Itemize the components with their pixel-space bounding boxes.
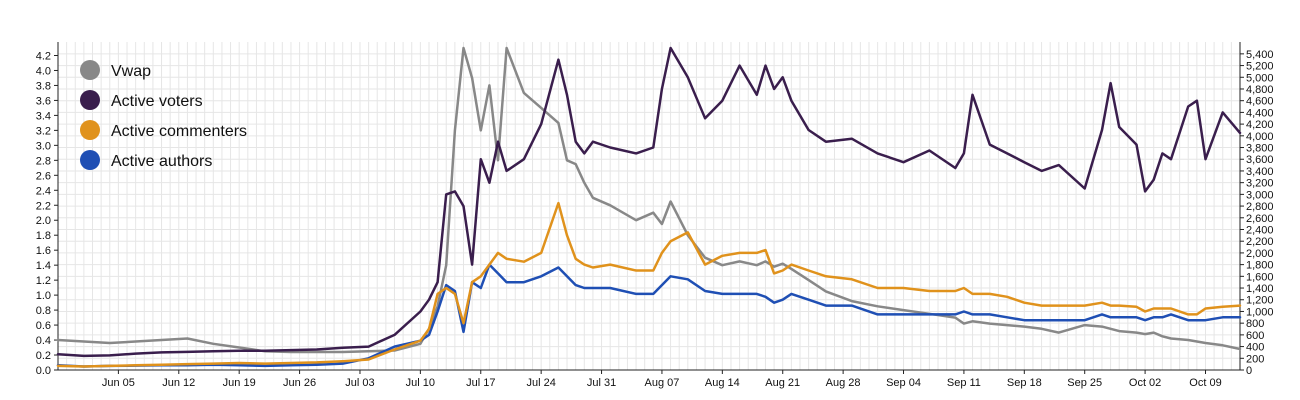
x-tick-label: Sep 04 [886,377,921,389]
legend-swatch [80,60,100,80]
left-tick-label: 4.2 [36,50,51,62]
right-tick-label: 3,600 [1246,154,1274,166]
right-tick-label: 5,400 [1246,49,1274,61]
right-tick-label: 4,200 [1246,119,1274,131]
x-tick-label: Jul 24 [526,377,555,389]
x-tick-label: Jul 17 [466,377,495,389]
left-tick-label: 2.6 [36,170,51,182]
left-tick-label: 3.6 [36,95,51,107]
left-tick-label: 3.8 [36,80,51,92]
legend-item-active-authors: Active authors [80,150,212,170]
right-tick-label: 3,200 [1246,178,1274,190]
left-tick-label: 1.0 [36,290,51,302]
series-line-active-authors [56,263,1242,368]
x-tick-label: Jun 19 [223,377,256,389]
left-tick-label: 0.0 [36,365,51,377]
right-tick-label: 4,000 [1246,131,1274,143]
x-tick-label: Oct 09 [1189,377,1221,389]
right-tick-label: 1,800 [1246,260,1274,272]
series-line-vwap [56,46,1242,354]
right-tick-label: 2,200 [1246,236,1274,248]
right-tick-label: 3,400 [1246,166,1274,178]
right-tick-label: 800 [1246,318,1264,330]
right-tick-label: 400 [1246,342,1264,354]
legend-item-active-commenters: Active commenters [80,120,247,140]
right-tick-label: 4,400 [1246,107,1274,119]
left-tick-label: 0.2 [36,350,51,362]
x-tick-label: Sep 11 [947,377,981,389]
x-tick-label: Sep 25 [1067,377,1102,389]
left-tick-label: 0.8 [36,305,51,317]
legend-label: Vwap [111,63,151,80]
left-tick-label: 3.0 [36,140,51,152]
left-tick-label: 0.4 [36,335,51,347]
x-tick-label: Jul 03 [345,377,374,389]
left-axis-ticks: 0.0 0.2 0.4 0.6 0.8 1.0 1.2 1.4 1.6 1.8 2.0 2.2 2.4 2… [36,50,58,377]
x-axis-ticks: Jun 05 Jun 12 Jun 19 Jun 26 Jul 03 Jul 10 Jul … [102,370,1222,389]
right-tick-label: 1,600 [1246,271,1274,283]
legend-item-active-voters: Active voters [80,90,203,110]
right-tick-label: 200 [1246,353,1264,365]
right-tick-label: 0 [1246,365,1252,377]
x-tick-label: Aug 28 [826,377,861,389]
right-tick-label: 600 [1246,330,1264,342]
left-tick-label: 2.8 [36,155,51,167]
x-tick-label: Jul 10 [406,377,435,389]
grid [58,42,1240,371]
left-tick-label: 1.4 [36,260,51,272]
right-axis-ticks: 02004006008001,0001,2001,4001,6001,8002,… [1240,49,1274,377]
legend: Vwap Active voters Active commenters Active… [80,60,247,170]
right-tick-label: 1,200 [1246,295,1274,307]
left-tick-label: 0.6 [36,320,51,332]
right-tick-label: 3,800 [1246,143,1274,155]
right-tick-label: 1,400 [1246,283,1274,295]
x-tick-label: Oct 02 [1129,377,1161,389]
series-lines [56,46,1242,368]
x-tick-label: Jun 05 [102,377,135,389]
x-tick-label: Sep 18 [1007,377,1042,389]
legend-label: Active commenters [111,123,247,140]
left-tick-label: 4.0 [36,65,51,77]
right-tick-label: 5,200 [1246,61,1274,73]
left-tick-label: 3.2 [36,125,51,137]
legend-label: Active voters [111,93,203,110]
right-tick-label: 3,000 [1246,189,1274,201]
right-tick-label: 2,400 [1246,224,1274,236]
left-tick-label: 1.6 [36,245,51,257]
right-tick-label: 2,000 [1246,248,1274,260]
right-tick-label: 2,800 [1246,201,1274,213]
legend-item-vwap: Vwap [80,60,151,80]
x-tick-label: Aug 21 [765,377,800,389]
x-tick-label: Aug 14 [705,377,740,389]
right-tick-label: 5,000 [1246,72,1274,84]
left-tick-label: 1.8 [36,230,51,242]
left-tick-label: 2.4 [36,185,51,197]
left-tick-label: 2.0 [36,215,51,227]
x-tick-label: Jul 31 [587,377,616,389]
right-tick-label: 4,800 [1246,84,1274,96]
legend-swatch [80,150,100,170]
right-tick-label: 1,000 [1246,306,1274,318]
x-tick-label: Aug 07 [645,377,680,389]
right-tick-label: 4,600 [1246,96,1274,108]
x-tick-label: Jun 26 [283,377,316,389]
left-tick-label: 2.2 [36,200,51,212]
legend-swatch [80,120,100,140]
legend-label: Active authors [111,153,212,170]
legend-swatch [80,90,100,110]
left-tick-label: 3.4 [36,110,51,122]
series-line-active-commenters [56,201,1242,368]
left-tick-label: 1.2 [36,275,51,287]
series-line-active-voters [56,46,1242,358]
right-tick-label: 2,600 [1246,213,1274,225]
x-tick-label: Jun 12 [162,377,195,389]
